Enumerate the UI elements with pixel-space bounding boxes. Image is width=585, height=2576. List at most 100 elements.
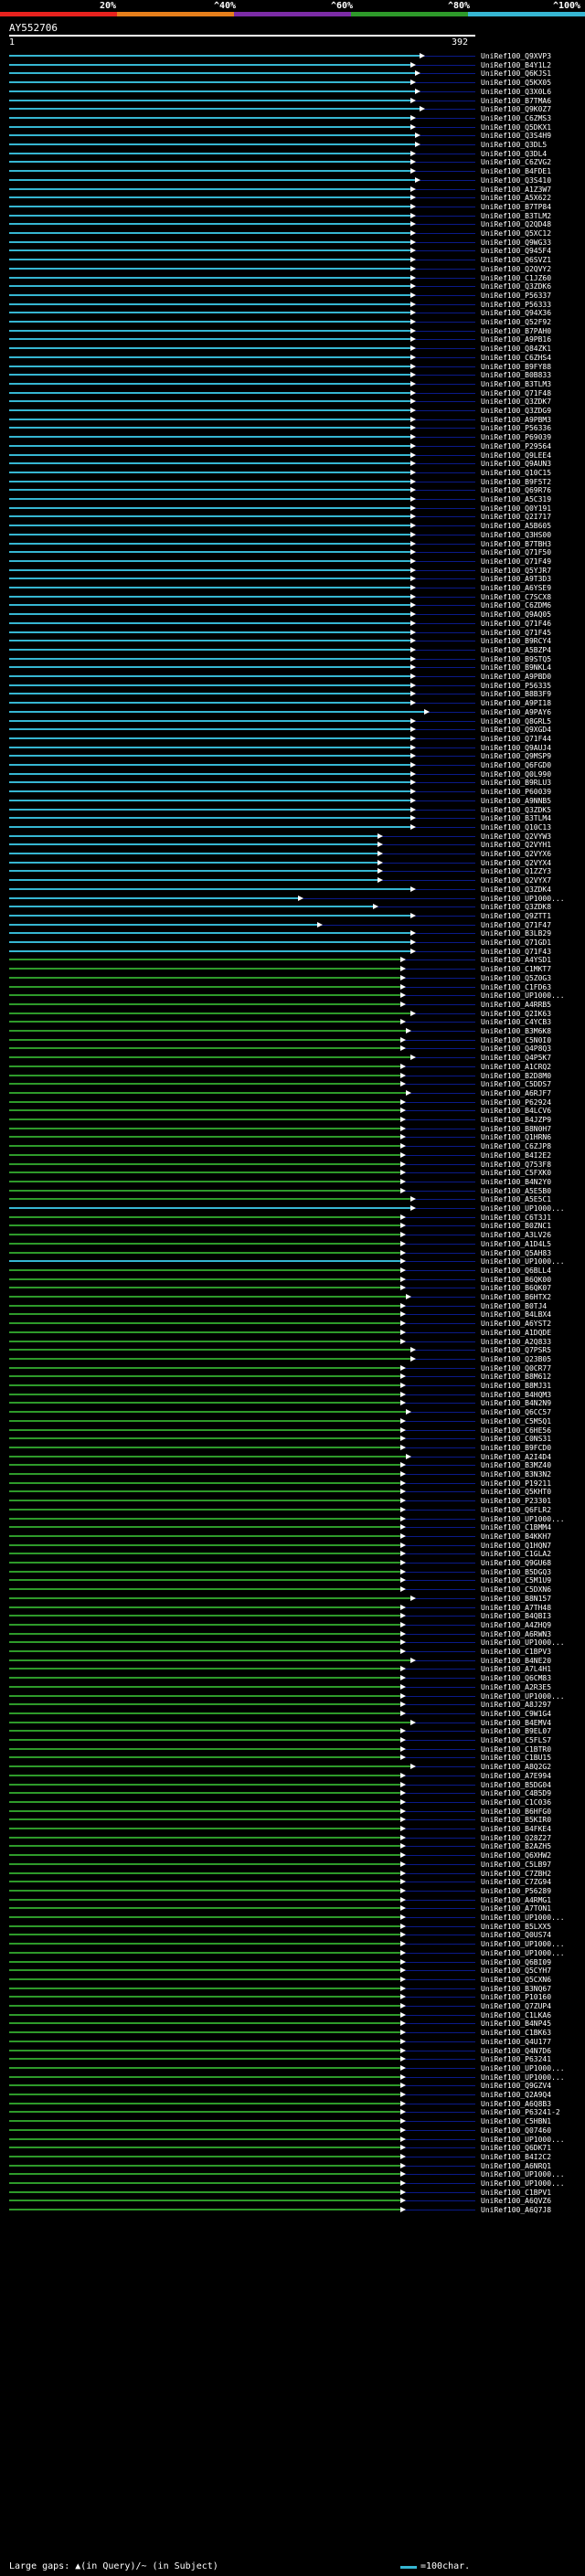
hit-label[interactable]: UniRef100_C6ZJP8 [481, 1142, 552, 1151]
hit-label[interactable]: UniRef100_B9EL07 [481, 1727, 552, 1736]
alignment-row[interactable]: UniRef100_A4RRB5 [0, 1001, 585, 1010]
hit-label[interactable]: UniRef100_C1GLA2 [481, 1550, 552, 1559]
alignment-row[interactable]: UniRef100_B7TBH3 [0, 540, 585, 549]
alignment-row[interactable]: UniRef100_Q1ZZY3 [0, 867, 585, 876]
alignment-row[interactable]: UniRef100_C5M1U9 [0, 1576, 585, 1585]
hit-label[interactable]: UniRef100_Q9ZTT1 [481, 911, 552, 920]
hit-label[interactable]: UniRef100_C1BU15 [481, 1754, 552, 1763]
hit-label[interactable]: UniRef100_A6RJF7 [481, 1088, 552, 1097]
hit-label[interactable]: UniRef100_C6HE56 [481, 1426, 552, 1435]
hit-label[interactable]: UniRef100_A7L4H1 [481, 1665, 552, 1674]
hit-label[interactable]: UniRef100_Q71F45 [481, 628, 552, 637]
hit-label[interactable]: UniRef100_C9W1G4 [481, 1709, 552, 1718]
alignment-row[interactable]: UniRef100_UP1000... [0, 2136, 585, 2145]
alignment-row[interactable]: UniRef100_B9STQ5 [0, 655, 585, 664]
hit-label[interactable]: UniRef100_B5DGQ3 [481, 1567, 552, 1576]
hit-label[interactable]: UniRef100_P56336 [481, 424, 552, 433]
alignment-row[interactable]: UniRef100_Q2VYH1 [0, 841, 585, 850]
alignment-row[interactable]: UniRef100_B3NQ67 [0, 1985, 585, 1994]
alignment-row[interactable]: UniRef100_C1BPV3 [0, 1648, 585, 1657]
hit-label[interactable]: UniRef100_UP1000... [481, 1204, 565, 1213]
alignment-row[interactable]: UniRef100_A4RMG1 [0, 1896, 585, 1905]
alignment-row[interactable]: UniRef100_A8Q2G2 [0, 1763, 585, 1772]
hit-label[interactable]: UniRef100_C0NS31 [481, 1435, 552, 1444]
hit-label[interactable]: UniRef100_C6ZVG2 [481, 158, 552, 167]
alignment-row[interactable]: UniRef100_B6HTX2 [0, 1293, 585, 1302]
hit-label[interactable]: UniRef100_B4I2E2 [481, 1150, 552, 1160]
hit-label[interactable]: UniRef100_UP1000... [481, 1638, 565, 1648]
hit-label[interactable]: UniRef100_C5M1U9 [481, 1576, 552, 1585]
alignment-row[interactable]: UniRef100_Q1HQN7 [0, 1542, 585, 1551]
alignment-row[interactable]: UniRef100_B3N3N2 [0, 1470, 585, 1479]
hit-label[interactable]: UniRef100_P56333 [481, 300, 552, 309]
hit-label[interactable]: UniRef100_P56337 [481, 291, 552, 300]
alignment-row[interactable]: UniRef100_UP1000... [0, 1940, 585, 1949]
alignment-row[interactable]: UniRef100_B4Y1L2 [0, 61, 585, 70]
alignment-row[interactable]: UniRef100_B0ZNC1 [0, 1222, 585, 1231]
hit-label[interactable]: UniRef100_Q753F8 [481, 1160, 552, 1169]
hit-label[interactable]: UniRef100_Q0L990 [481, 769, 552, 779]
hit-label[interactable]: UniRef100_A6NRQ1 [481, 2161, 552, 2170]
hit-label[interactable]: UniRef100_Q9WG33 [481, 238, 552, 247]
alignment-row[interactable]: UniRef100_A6YSE9 [0, 584, 585, 593]
hit-label[interactable]: UniRef100_C7ZBH2 [481, 1869, 552, 1878]
hit-label[interactable]: UniRef100_A1CRQ2 [481, 1062, 552, 1071]
alignment-row[interactable]: UniRef100_C5HBN1 [0, 2117, 585, 2126]
hit-label[interactable]: UniRef100_Q5KX05 [481, 79, 552, 88]
hit-label[interactable]: UniRef100_C1MKT7 [481, 965, 552, 974]
alignment-row[interactable]: UniRef100_B8N0H7 [0, 1125, 585, 1134]
alignment-row[interactable]: UniRef100_C5FXK0 [0, 1169, 585, 1178]
alignment-row[interactable]: UniRef100_B3M6K8 [0, 1027, 585, 1036]
alignment-row[interactable]: UniRef100_C9W1G4 [0, 1710, 585, 1719]
alignment-row[interactable]: UniRef100_B7PAH0 [0, 327, 585, 336]
alignment-row[interactable]: UniRef100_Q3DL5 [0, 141, 585, 150]
hit-label[interactable]: UniRef100_Q2VYH1 [481, 841, 552, 850]
alignment-row[interactable]: UniRef100_C1C036 [0, 1798, 585, 1807]
alignment-row[interactable]: UniRef100_UP1000... [0, 1257, 585, 1267]
alignment-row[interactable]: UniRef100_C6ZJP8 [0, 1142, 585, 1151]
hit-label[interactable]: UniRef100_Q9AUJ4 [481, 743, 552, 752]
hit-label[interactable]: UniRef100_B8M612 [481, 1373, 552, 1382]
hit-label[interactable]: UniRef100_C4B5D9 [481, 1789, 552, 1798]
alignment-row[interactable]: UniRef100_Q9AUJ4 [0, 744, 585, 753]
alignment-row[interactable]: UniRef100_C1MKT7 [0, 965, 585, 974]
hit-label[interactable]: UniRef100_B8N0H7 [481, 1124, 552, 1133]
hit-label[interactable]: UniRef100_P10160 [481, 1993, 552, 2002]
hit-label[interactable]: UniRef100_A9NNB5 [481, 796, 552, 805]
hit-label[interactable]: UniRef100_Q6BI09 [481, 1957, 552, 1966]
hit-label[interactable]: UniRef100_Q2QD48 [481, 220, 552, 229]
hit-label[interactable]: UniRef100_A6YST2 [481, 1320, 552, 1329]
hit-label[interactable]: UniRef100_A8J297 [481, 1701, 552, 1710]
alignment-row[interactable]: UniRef100_B3LB29 [0, 929, 585, 938]
alignment-row[interactable]: UniRef100_Q71GD1 [0, 938, 585, 948]
hit-label[interactable]: UniRef100_Q6DK71 [481, 2144, 552, 2153]
hit-label[interactable]: UniRef100_B5KIR0 [481, 1816, 552, 1825]
alignment-row[interactable]: UniRef100_B4NP45 [0, 2019, 585, 2029]
hit-label[interactable]: UniRef100_Q6FLR2 [481, 1505, 552, 1514]
alignment-row[interactable]: UniRef100_B2AZH5 [0, 1842, 585, 1851]
alignment-row[interactable]: UniRef100_Q9MSP9 [0, 752, 585, 761]
hit-label[interactable]: UniRef100_B3NQ67 [481, 1984, 552, 1993]
hit-label[interactable]: UniRef100_Q1HRN6 [481, 1133, 552, 1142]
alignment-row[interactable]: UniRef100_Q2IK63 [0, 1010, 585, 1019]
hit-label[interactable]: UniRef100_B4LCV6 [481, 1107, 552, 1116]
alignment-row[interactable]: UniRef100_B0B833 [0, 371, 585, 380]
alignment-row[interactable]: UniRef100_P62924 [0, 1098, 585, 1108]
hit-label[interactable]: UniRef100_P60039 [481, 788, 552, 797]
alignment-row[interactable]: UniRef100_A7E994 [0, 1772, 585, 1781]
hit-label[interactable]: UniRef100_Q1ZZY3 [481, 867, 552, 876]
alignment-row[interactable]: UniRef100_B5KIR0 [0, 1816, 585, 1825]
hit-label[interactable]: UniRef100_Q71F47 [481, 920, 552, 929]
hit-label[interactable]: UniRef100_B4JZP9 [481, 1116, 552, 1124]
hit-label[interactable]: UniRef100_Q71F46 [481, 619, 552, 628]
alignment-row[interactable]: UniRef100_A9PI18 [0, 699, 585, 708]
hit-label[interactable]: UniRef100_A6QVZ6 [481, 2197, 552, 2206]
alignment-row[interactable]: UniRef100_A7L4H1 [0, 1665, 585, 1674]
hit-label[interactable]: UniRef100_Q71F48 [481, 388, 552, 398]
hit-label[interactable]: UniRef100_B7TP84 [481, 202, 552, 211]
hit-label[interactable]: UniRef100_B4HQM3 [481, 1390, 552, 1399]
hit-label[interactable]: UniRef100_A1DQDE [481, 1328, 552, 1337]
alignment-row[interactable]: UniRef100_C6ZVG2 [0, 158, 585, 167]
alignment-row[interactable]: UniRef100_C4B5D9 [0, 1789, 585, 1798]
alignment-row[interactable]: UniRef100_UP1000... [0, 1692, 585, 1701]
